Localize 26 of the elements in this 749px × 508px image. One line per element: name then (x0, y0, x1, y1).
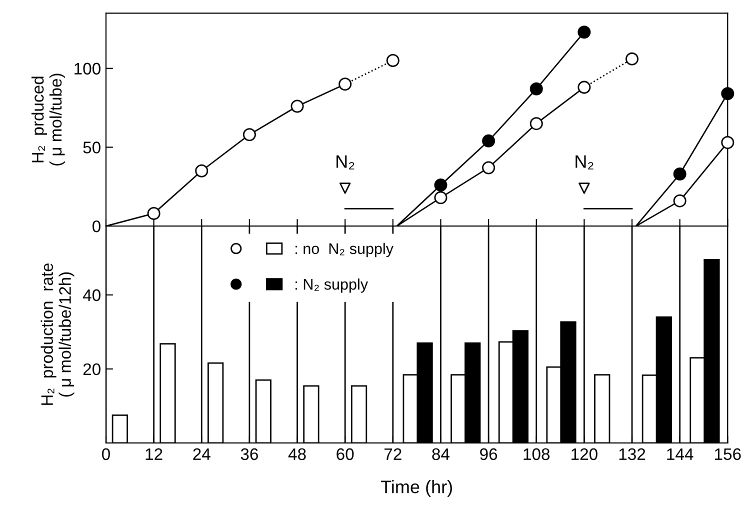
legend-label: : no N₂ supply (296, 242, 394, 258)
x-axis-title: Time (hr) (380, 480, 452, 497)
x-tick-label: 24 (193, 448, 210, 460)
x-tick-label: 0 (102, 448, 110, 460)
x-tick-label: 132 (619, 448, 646, 460)
x-tick-label: 48 (288, 448, 306, 460)
annotation: N₂ (336, 155, 354, 170)
y-tick-label: 50 (83, 142, 100, 154)
y-tick-label: 0 (92, 220, 100, 232)
x-tick-label: 60 (336, 448, 354, 460)
x-tick-label: 72 (384, 448, 402, 460)
x-tick-label: 96 (480, 448, 498, 460)
y-tick-label: 40 (82, 289, 100, 302)
y-tick-label: 20 (83, 363, 100, 376)
legend-label: : N₂ supply (296, 278, 368, 293)
annotation: N₂ (576, 155, 594, 170)
x-tick-label: 84 (432, 448, 450, 460)
y-tick-label: 100 (74, 62, 100, 75)
x-tick-label: 36 (240, 448, 258, 460)
y-axis-title: H₂ production rate ( μ mol/tube/12h) (40, 263, 74, 405)
x-tick-label: 156 (715, 448, 741, 460)
x-tick-label: 108 (524, 448, 550, 460)
x-tick-label: 120 (572, 448, 598, 460)
x-tick-label: 12 (146, 448, 162, 460)
x-tick-label: 144 (667, 448, 694, 460)
y-axis-title: H₂ prduced ( μ mol/tube) (31, 74, 65, 166)
